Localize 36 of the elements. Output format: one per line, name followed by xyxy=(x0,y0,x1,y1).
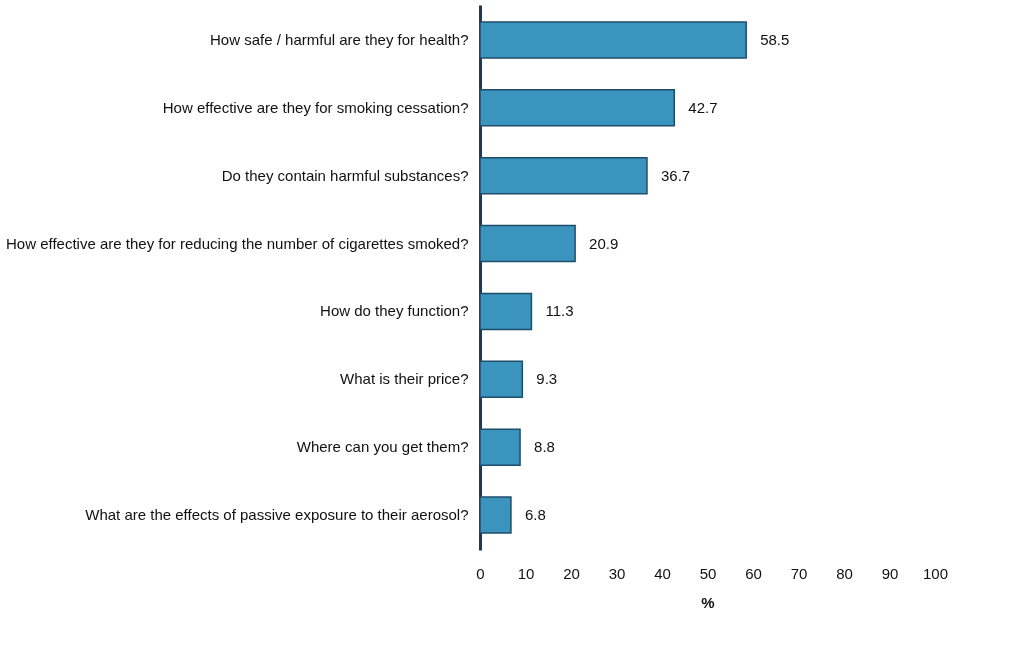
x-tick-label: 100 xyxy=(922,564,949,582)
y-tick-label: How effective are they for reducing the number of cigarettes smoked? xyxy=(6,234,469,252)
x-tick-label: 90 xyxy=(881,564,899,582)
data-label: 6.8 xyxy=(524,506,546,524)
bar xyxy=(479,21,747,59)
x-tick-label: 30 xyxy=(608,564,626,582)
bar xyxy=(479,89,676,127)
bar xyxy=(479,292,533,331)
bar xyxy=(479,428,521,466)
x-tick-label: 10 xyxy=(517,564,535,582)
data-label: 11.3 xyxy=(545,302,574,320)
x-axis-title: % xyxy=(701,593,715,611)
bar xyxy=(479,156,648,195)
bar xyxy=(479,224,576,263)
bar xyxy=(479,360,524,399)
x-tick-label: 60 xyxy=(745,564,762,582)
data-label: 36.7 xyxy=(660,166,691,184)
x-tick-label: 80 xyxy=(836,564,853,582)
data-label: 42.7 xyxy=(688,98,718,116)
x-tick-label: 20 xyxy=(563,564,580,582)
y-tick-label: How safe / harmful are they for health? xyxy=(210,30,469,48)
bar xyxy=(479,496,512,534)
data-label: 20.9 xyxy=(589,234,619,252)
y-tick-label: What is their price? xyxy=(340,370,469,388)
y-tick-label: How do they function? xyxy=(320,302,469,320)
y-tick-label: Do they contain harmful substances? xyxy=(221,166,469,184)
data-label: 9.3 xyxy=(536,370,558,388)
y-tick-label: How effective are they for smoking cessation? xyxy=(162,98,469,116)
x-tick-label: 70 xyxy=(790,564,808,582)
data-label: 8.8 xyxy=(534,438,555,456)
x-tick-label: 0 xyxy=(476,564,485,582)
x-tick-label: 40 xyxy=(654,564,671,582)
y-tick-label: Where can you get them? xyxy=(296,438,469,456)
y-tick-label: What are the effects of passive exposure to their aerosol? xyxy=(85,506,469,524)
x-tick-label: 50 xyxy=(699,564,717,582)
data-label: 58.5 xyxy=(760,30,790,48)
